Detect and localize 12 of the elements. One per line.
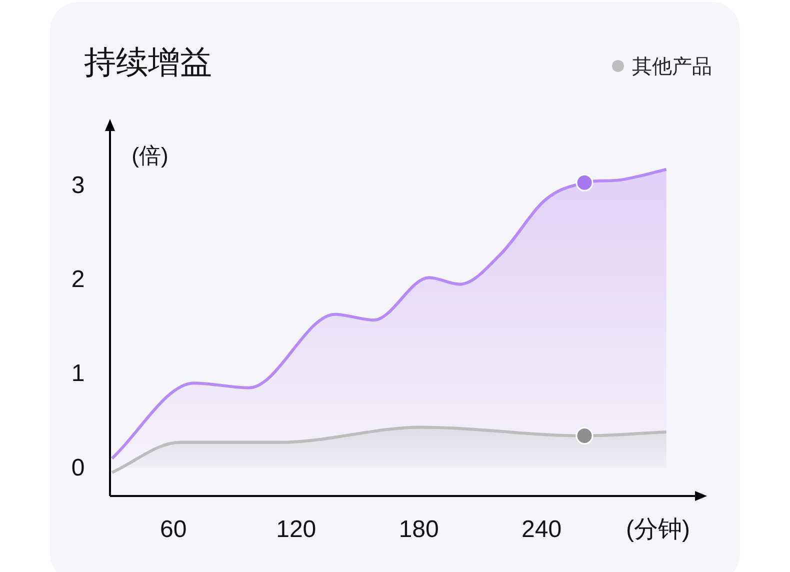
y-tick-label: 1 <box>71 360 85 388</box>
legend-label: 其他产品 <box>632 56 712 78</box>
x-tick-label: 180 <box>398 516 439 543</box>
x-tick-label: 120 <box>276 516 316 543</box>
y-tick-label: 2 <box>71 266 85 294</box>
x-tick-label: 60 <box>160 516 187 543</box>
y-axis-title: (倍) <box>132 143 168 168</box>
y-tick-label: 3 <box>71 172 85 199</box>
x-axis-title: (分钟) <box>626 516 690 543</box>
chart-title: 持续增益 <box>84 44 212 80</box>
y-tick-label: 0 <box>71 454 85 482</box>
x-tick-label: 240 <box>522 516 562 543</box>
